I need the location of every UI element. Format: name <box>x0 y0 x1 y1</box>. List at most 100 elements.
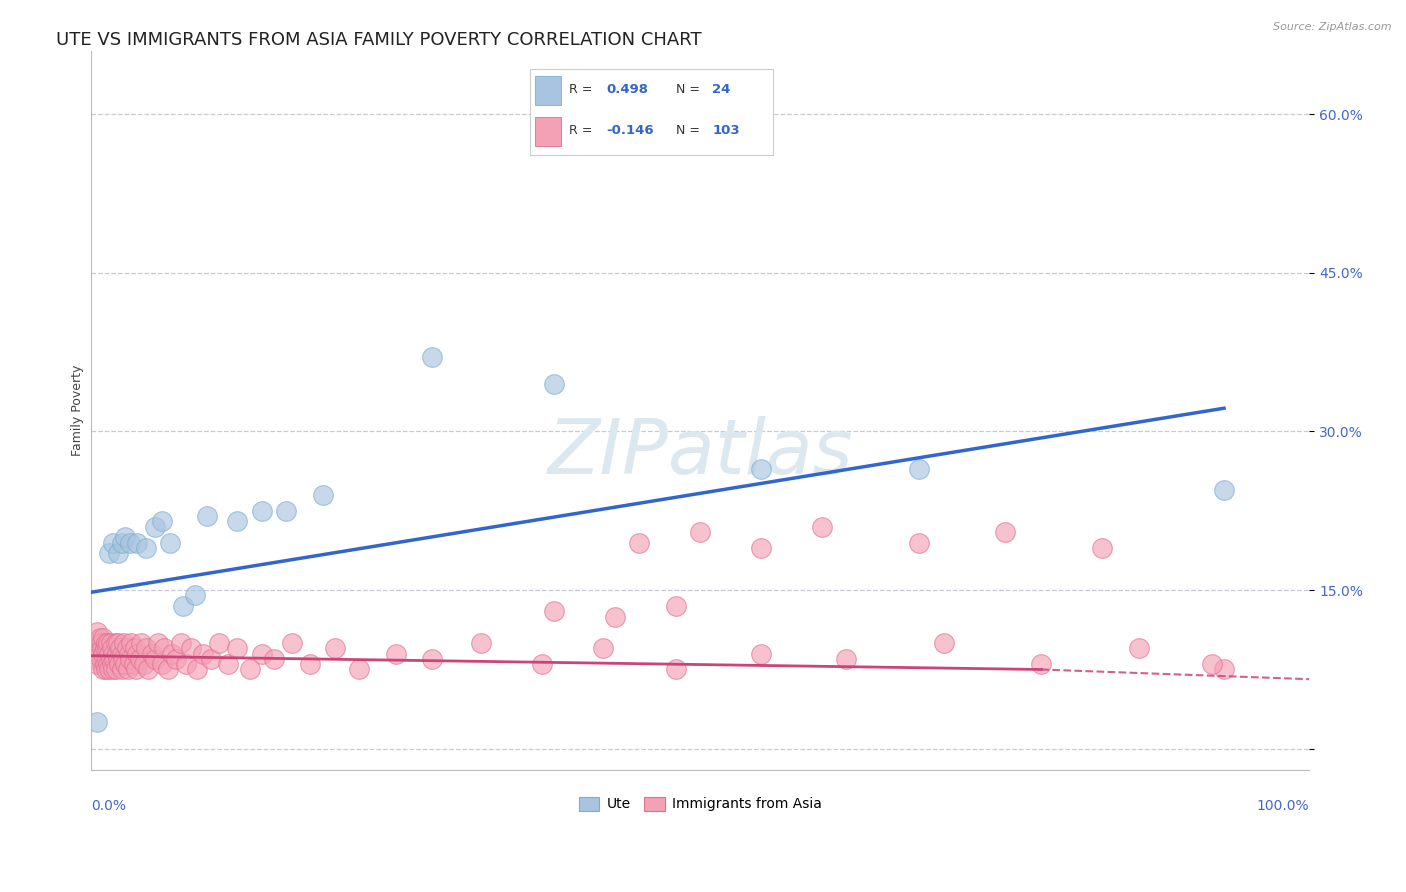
Point <box>127 647 149 661</box>
Point <box>90 636 112 650</box>
Point <box>104 636 127 650</box>
Point <box>665 599 688 613</box>
Point <box>932 636 955 650</box>
Point <box>94 663 117 677</box>
Point <box>749 461 772 475</box>
Point <box>97 657 120 672</box>
Point <box>111 652 134 666</box>
Point <box>86 715 108 730</box>
Point <box>129 636 152 650</box>
Point <box>101 641 124 656</box>
Point <box>908 535 931 549</box>
Point <box>135 641 157 656</box>
Point <box>420 351 443 365</box>
Point <box>1128 641 1150 656</box>
Point <box>183 589 205 603</box>
Point <box>117 663 139 677</box>
Point <box>86 657 108 672</box>
Point <box>93 631 115 645</box>
Point <box>208 636 231 650</box>
Point <box>311 488 333 502</box>
Point <box>811 519 834 533</box>
Point <box>238 663 260 677</box>
Point <box>90 652 112 666</box>
Point <box>120 535 142 549</box>
Point <box>665 663 688 677</box>
Point <box>160 647 183 661</box>
Point <box>104 663 127 677</box>
Point <box>111 647 134 661</box>
Point <box>150 515 173 529</box>
Point <box>1031 657 1053 672</box>
Point <box>281 636 304 650</box>
Point <box>530 657 553 672</box>
Point <box>193 647 215 661</box>
Point <box>226 641 249 656</box>
Point <box>93 657 115 672</box>
Point <box>96 641 118 656</box>
Point <box>120 636 142 650</box>
Point <box>122 657 145 672</box>
Point <box>129 652 152 666</box>
Point <box>100 636 122 650</box>
Point <box>156 663 179 677</box>
Point <box>141 647 163 661</box>
Point <box>908 461 931 475</box>
Point <box>93 647 115 661</box>
Point <box>107 546 129 560</box>
Point <box>132 657 155 672</box>
Point <box>384 647 406 661</box>
Point <box>1091 541 1114 555</box>
Point <box>180 641 202 656</box>
Point <box>994 524 1017 539</box>
Point <box>101 663 124 677</box>
Point <box>89 631 111 645</box>
Point <box>150 657 173 672</box>
Point <box>97 636 120 650</box>
Point <box>84 652 107 666</box>
Point <box>263 652 285 666</box>
Point <box>127 535 149 549</box>
Point <box>101 647 124 661</box>
Point <box>94 636 117 650</box>
Point <box>603 609 626 624</box>
Point <box>135 541 157 555</box>
Point <box>110 641 132 656</box>
Point <box>108 657 131 672</box>
Text: Source: ZipAtlas.com: Source: ZipAtlas.com <box>1274 22 1392 32</box>
Point <box>347 663 370 677</box>
Legend: Ute, Immigrants from Asia: Ute, Immigrants from Asia <box>574 791 828 817</box>
Point <box>217 657 239 672</box>
Point <box>87 636 110 650</box>
Point <box>186 663 208 677</box>
Point <box>98 546 121 560</box>
Point <box>114 657 136 672</box>
Point <box>111 663 134 677</box>
Point <box>159 535 181 549</box>
Point <box>114 530 136 544</box>
Point <box>274 504 297 518</box>
Point <box>93 641 115 656</box>
Point <box>749 647 772 661</box>
Point <box>100 652 122 666</box>
Point <box>138 663 160 677</box>
Point <box>250 504 273 518</box>
Point <box>111 535 134 549</box>
Point <box>91 641 114 656</box>
Point <box>125 663 148 677</box>
Text: 100.0%: 100.0% <box>1257 798 1309 813</box>
Point <box>420 652 443 666</box>
Point <box>689 524 711 539</box>
Point <box>835 652 858 666</box>
Point <box>592 641 614 656</box>
Point <box>93 663 115 677</box>
Point <box>83 641 105 656</box>
Point <box>628 535 651 549</box>
Point <box>470 636 492 650</box>
Point <box>165 652 187 666</box>
Point <box>153 641 176 656</box>
Point <box>101 535 124 549</box>
Point <box>299 657 322 672</box>
Point <box>172 599 194 613</box>
Point <box>749 541 772 555</box>
